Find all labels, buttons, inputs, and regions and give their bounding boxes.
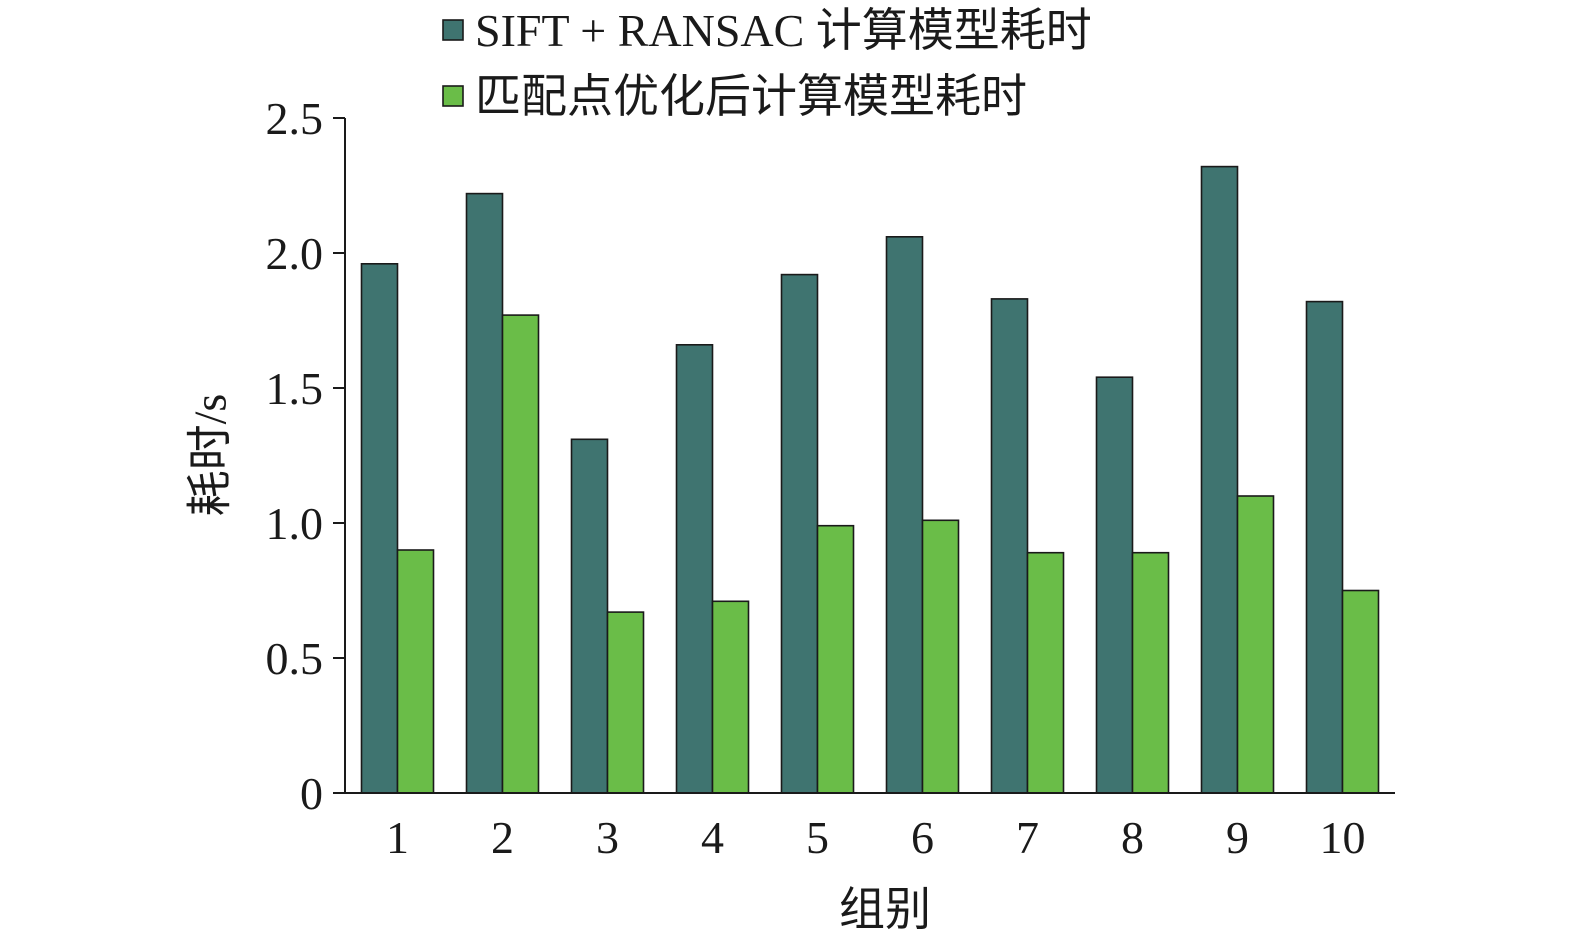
bar-series1-group2 [465, 192, 504, 794]
bar-series1-group8 [1095, 376, 1134, 794]
legend-label-series2: 匹配点优化后计算模型耗时 [475, 71, 1027, 122]
y-tick-label: 1.0 [266, 498, 324, 549]
legend-swatch-series2 [442, 85, 464, 107]
x-tick-label: 5 [806, 812, 829, 863]
bar-series2-group6 [921, 519, 960, 794]
x-tick-label: 3 [596, 812, 619, 863]
x-tick-label: 6 [911, 812, 934, 863]
bar-series2-group3 [606, 611, 645, 794]
x-tick-label: 8 [1121, 812, 1144, 863]
bar-series2-group10 [1341, 589, 1380, 794]
bar-series2-group8 [1131, 551, 1170, 794]
bar-series1-group6 [885, 236, 924, 794]
y-tick-label: 2.5 [266, 93, 324, 144]
y-tick-label: 1.5 [266, 363, 324, 414]
legend-swatch-series1 [442, 19, 464, 41]
bar-series1-group9 [1200, 165, 1239, 794]
y-tick-label: 2.0 [266, 228, 324, 279]
x-axis-title: 组别 [839, 884, 931, 935]
bar-series2-group7 [1026, 551, 1065, 794]
y-tick-label: 0 [300, 768, 323, 819]
bar-series1-group4 [675, 343, 714, 794]
bar-series2-group4 [711, 600, 750, 794]
bar-series2-group2 [501, 314, 540, 794]
y-axis-title: 耗时/s [185, 394, 236, 517]
bar-series1-group3 [570, 438, 609, 794]
bar-series2-group9 [1236, 495, 1275, 794]
bars-group [360, 165, 1380, 794]
x-tick-label: 2 [491, 812, 514, 863]
bar-series1-group1 [360, 262, 399, 794]
x-tick-label: 1 [386, 812, 409, 863]
bar-series2-group1 [396, 549, 435, 794]
bar-series1-group5 [780, 273, 819, 794]
y-tick-label: 0.5 [266, 633, 324, 684]
legend-label-series1: SIFT + RANSAC 计算模型耗时 [475, 5, 1092, 56]
x-tick-label: 7 [1016, 812, 1039, 863]
bar-series1-group10 [1305, 300, 1344, 794]
x-tick-label: 9 [1226, 812, 1249, 863]
x-tick-label: 4 [701, 812, 724, 863]
bar-series2-group5 [816, 524, 855, 794]
y-ticks: 0 0.5 1.0 1.5 2.0 2.5 [266, 93, 345, 819]
x-ticks: 1 2 3 4 5 6 7 8 9 10 [386, 812, 1366, 863]
bar-series1-group7 [990, 298, 1029, 794]
x-tick-label: 10 [1320, 812, 1366, 863]
